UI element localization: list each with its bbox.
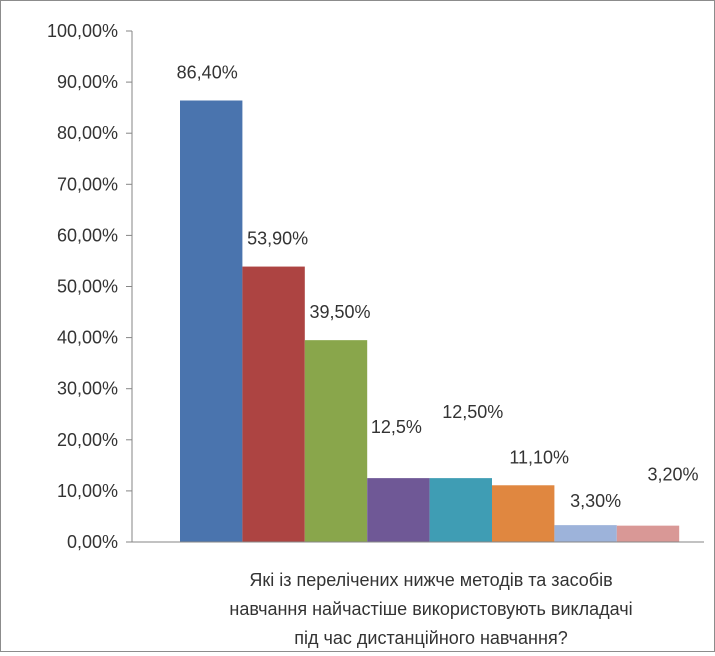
- y-tick-label: 80,00%: [57, 123, 118, 143]
- bar: [492, 485, 555, 542]
- y-tick-label: 40,00%: [57, 328, 118, 348]
- y-tick-label: 90,00%: [57, 72, 118, 92]
- data-label: 3,30%: [570, 491, 621, 511]
- bar: [304, 340, 368, 542]
- y-tick-label: 70,00%: [57, 174, 118, 194]
- data-labels: 86,40% 53,90% 39,50% 12,5% 12,50% 11,10% 3,30%…: [177, 62, 699, 511]
- x-axis-title-line: навчання найчастіше використовують викла…: [229, 599, 632, 619]
- y-tick-label: 50,00%: [57, 277, 118, 297]
- data-label: 86,40%: [177, 62, 238, 82]
- bar: [554, 525, 617, 542]
- data-label: 12,5%: [371, 417, 422, 437]
- y-tick-label: 10,00%: [57, 481, 118, 501]
- bar: [616, 525, 680, 542]
- bar: [429, 478, 492, 542]
- y-axis: 0,00% 10,00% 20,00% 30,00% 40,00% 50,00% 60,00…: [47, 21, 133, 552]
- bar: [180, 100, 243, 542]
- data-label: 11,10%: [509, 447, 569, 467]
- x-axis-title-line: під час дистанційного навчання?: [294, 628, 567, 648]
- y-tick-label: 30,00%: [57, 379, 118, 399]
- y-tick-label: 60,00%: [57, 225, 118, 245]
- data-label: 39,50%: [309, 302, 370, 322]
- bar: [242, 266, 305, 542]
- y-tick-label: 100,00%: [47, 21, 118, 41]
- bars: [180, 100, 680, 542]
- data-label: 12,50%: [442, 402, 503, 422]
- x-axis-title-line: Які із перелічених нижче методів та засо…: [249, 570, 612, 590]
- x-axis-title: Які із перелічених нижче методів та засо…: [229, 570, 632, 648]
- y-tick-label: 0,00%: [67, 532, 118, 552]
- bar: [367, 478, 430, 542]
- y-tick-label: 20,00%: [57, 430, 118, 450]
- data-label: 53,90%: [247, 229, 308, 249]
- data-label: 3,20%: [647, 465, 698, 485]
